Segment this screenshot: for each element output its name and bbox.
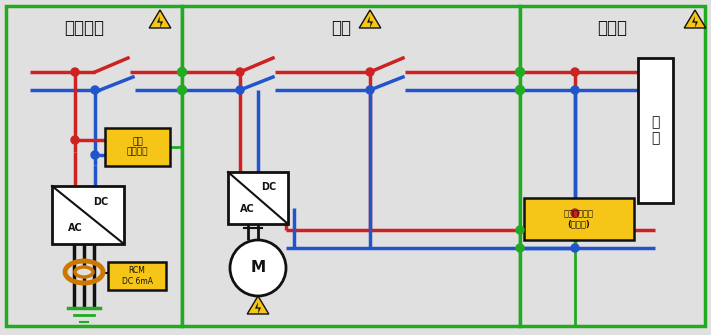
Circle shape — [71, 68, 79, 76]
Bar — [182, 6, 520, 326]
Text: AC: AC — [240, 204, 255, 214]
Text: 电池包: 电池包 — [597, 19, 628, 37]
Circle shape — [230, 240, 286, 296]
Bar — [6, 6, 182, 326]
Text: DC: DC — [93, 197, 109, 207]
Circle shape — [178, 67, 186, 76]
Circle shape — [571, 209, 579, 217]
Polygon shape — [367, 16, 373, 28]
Circle shape — [516, 244, 524, 252]
Bar — [228, 172, 288, 224]
Bar — [108, 262, 166, 290]
Polygon shape — [684, 10, 706, 28]
Polygon shape — [692, 16, 698, 28]
Bar — [520, 6, 705, 326]
Circle shape — [236, 68, 244, 76]
Bar — [105, 128, 170, 166]
Text: 充
电: 充 电 — [651, 115, 660, 146]
Circle shape — [571, 86, 579, 94]
Circle shape — [236, 86, 244, 94]
Polygon shape — [247, 296, 269, 314]
Text: 车身: 车身 — [331, 19, 351, 37]
Polygon shape — [157, 16, 163, 28]
Text: 直流快充: 直流快充 — [64, 19, 104, 37]
Text: AC: AC — [68, 223, 82, 233]
Bar — [524, 198, 634, 240]
Circle shape — [571, 68, 579, 76]
Bar — [52, 186, 124, 244]
Circle shape — [71, 136, 79, 144]
Circle shape — [515, 67, 525, 76]
Circle shape — [366, 68, 374, 76]
Text: 主动绝缘检测
(双通道): 主动绝缘检测 (双通道) — [564, 209, 594, 229]
Text: M: M — [250, 261, 266, 275]
Text: 主动
绝缘检测: 主动 绝缘检测 — [127, 137, 149, 157]
Polygon shape — [149, 10, 171, 28]
Text: DC: DC — [261, 182, 277, 192]
Circle shape — [366, 86, 374, 94]
Text: RCM
DC 6mA: RCM DC 6mA — [122, 266, 152, 286]
Polygon shape — [255, 302, 261, 314]
Bar — [638, 58, 673, 203]
Circle shape — [515, 85, 525, 94]
Circle shape — [91, 151, 99, 159]
Circle shape — [571, 244, 579, 252]
Circle shape — [91, 86, 99, 94]
Circle shape — [516, 226, 524, 234]
Circle shape — [178, 85, 186, 94]
Polygon shape — [359, 10, 381, 28]
Ellipse shape — [75, 267, 93, 277]
